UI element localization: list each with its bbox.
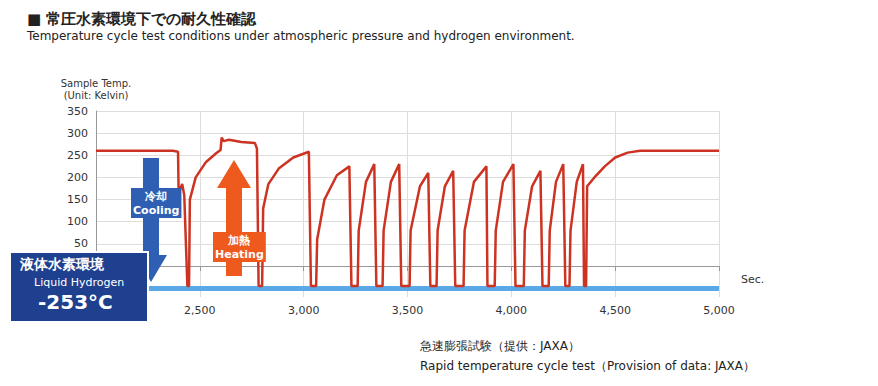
svg-text:4,000: 4,000 — [496, 304, 528, 317]
svg-text:Sample Temp.: Sample Temp. — [61, 78, 132, 89]
svg-text:■ 常圧水素環境下での耐久性確認: ■ 常圧水素環境下での耐久性確認 — [27, 10, 257, 28]
svg-text:Cooling: Cooling — [133, 204, 179, 217]
svg-text:300: 300 — [67, 127, 88, 140]
svg-text:100: 100 — [67, 215, 88, 228]
svg-text:(Unit: Kelvin): (Unit: Kelvin) — [64, 90, 129, 101]
svg-text:冷却: 冷却 — [145, 190, 167, 203]
svg-text:5,000: 5,000 — [703, 304, 735, 317]
svg-text:Sec.: Sec. — [741, 273, 764, 286]
svg-text:3,500: 3,500 — [392, 304, 424, 317]
svg-text:4,500: 4,500 — [599, 304, 631, 317]
svg-text:-253°C: -253°C — [38, 290, 113, 314]
svg-text:液体水素環境: 液体水素環境 — [19, 256, 105, 272]
svg-text:250: 250 — [67, 149, 88, 162]
svg-text:150: 150 — [67, 193, 88, 206]
svg-text:3,000: 3,000 — [288, 304, 320, 317]
svg-text:Heating: Heating — [215, 248, 264, 261]
svg-text:2,500: 2,500 — [184, 304, 216, 317]
svg-text:加熱: 加熱 — [227, 234, 250, 247]
svg-text:Rapid temperature cycle test（P: Rapid temperature cycle test（Provision o… — [420, 359, 755, 373]
svg-text:Liquid Hydrogen: Liquid Hydrogen — [34, 276, 124, 289]
svg-text:急速膨張試験（提供：JAXA）: 急速膨張試験（提供：JAXA） — [419, 339, 580, 353]
svg-text:200: 200 — [67, 171, 88, 184]
svg-text:350: 350 — [67, 105, 88, 118]
svg-text:Temperature cycle test conditi: Temperature cycle test conditions under … — [26, 29, 575, 43]
svg-text:50: 50 — [74, 237, 88, 250]
